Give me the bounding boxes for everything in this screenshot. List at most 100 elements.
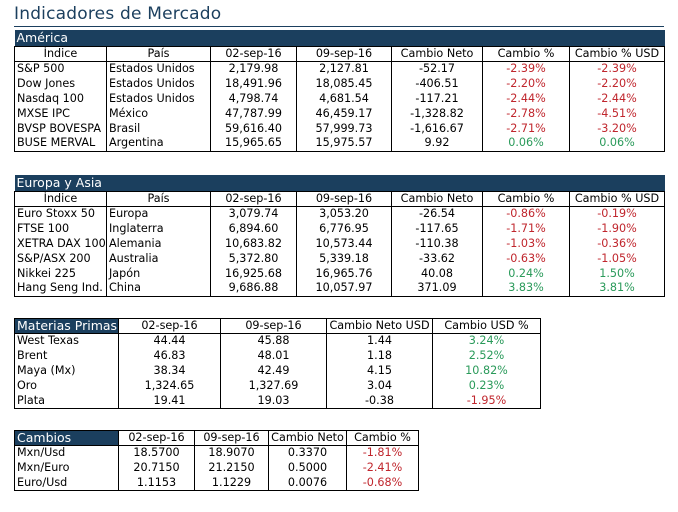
table-cell: Estados Unidos xyxy=(106,76,211,91)
table-cell: China xyxy=(106,281,211,297)
table-cell: 4.15 xyxy=(326,363,433,379)
table-cell: Japón xyxy=(106,266,211,281)
table-cell: XETRA DAX 100 xyxy=(14,236,107,251)
table-cell: Nasdaq 100 xyxy=(14,91,107,106)
title-divider xyxy=(14,26,664,27)
table-cell: MXSE IPC xyxy=(14,106,107,121)
table-cell: -1.81% xyxy=(346,445,419,461)
table-cell: 10.82% xyxy=(432,363,541,379)
table-cell: 4,681.54 xyxy=(296,91,392,106)
table-cell: 1.18 xyxy=(326,348,433,364)
table-cell: -1.95% xyxy=(432,393,541,409)
table-cell: Estados Unidos xyxy=(106,61,211,76)
table-cell: Estados Unidos xyxy=(106,91,211,106)
table-cell: BUSE MERVAL xyxy=(14,136,107,152)
table-cell: Mxn/Euro xyxy=(14,460,119,476)
table-row: Euro Stoxx 50 Europa 3,079.74 3,053.20 -26.5… xyxy=(14,206,665,221)
table-cell: 10,057.97 xyxy=(296,281,392,297)
table-cell: -2.41% xyxy=(346,460,419,476)
column-header: 09-sep-16 xyxy=(220,318,327,334)
table-cell: Euro Stoxx 50 xyxy=(14,206,107,221)
table-cell: S&P/ASX 200 xyxy=(14,251,107,266)
table-cell: 40.08 xyxy=(391,266,483,281)
table-cell: México xyxy=(106,106,211,121)
column-header: Cambio USD % xyxy=(432,318,541,334)
section-title: Cambios xyxy=(14,430,119,446)
column-header: Cambio % xyxy=(482,45,570,62)
section-title: América xyxy=(14,30,665,46)
column-header: 02-sep-16 xyxy=(210,190,297,207)
table-cell: 18.9070 xyxy=(194,445,269,461)
section-title: Europa y Asia xyxy=(14,175,665,191)
column-header: Cambio % USD xyxy=(569,190,665,207)
column-header: Cambio Neto xyxy=(391,45,483,62)
table-cell: S&P 500 xyxy=(14,61,107,76)
table-cell: 1,327.69 xyxy=(220,378,327,394)
table-cell: 20.7150 xyxy=(118,460,195,476)
table-cell: 0.0076 xyxy=(268,475,347,491)
column-header: 02-sep-16 xyxy=(118,430,195,446)
table-cell: -1,616.67 xyxy=(391,121,483,136)
table-cell: Euro/Usd xyxy=(14,475,119,491)
table-row: S&P 500 Estados Unidos 2,179.98 2,127.81 -52… xyxy=(14,61,665,76)
table-cell: 0.06% xyxy=(482,136,570,152)
column-header: Cambio Neto xyxy=(268,430,347,446)
table-cell: 18.5700 xyxy=(118,445,195,461)
table-cell: 3.81% xyxy=(569,281,665,297)
table-cell: 5,339.18 xyxy=(296,251,392,266)
table-cell: Inglaterra xyxy=(106,221,211,236)
table-cell: 19.41 xyxy=(118,393,221,409)
table-cell: 38.34 xyxy=(118,363,221,379)
table-cell: -3.20% xyxy=(569,121,665,136)
table-cell: BVSP BOVESPA xyxy=(14,121,107,136)
column-header: Índice xyxy=(14,190,107,207)
table-cell: Alemania xyxy=(106,236,211,251)
table-cell: -1.71% xyxy=(482,221,570,236)
america-table: América Índice País 02-sep-16 09-sep-16 … xyxy=(14,30,665,152)
section-title: Materias Primas xyxy=(14,318,119,334)
table-cell: -0.86% xyxy=(482,206,570,221)
table-row: Oro 1,324.65 1,327.69 3.04 0.23% xyxy=(14,378,541,394)
table-row: Maya (Mx) 38.34 42.49 4.15 10.82% xyxy=(14,363,541,379)
table-cell: -2.44% xyxy=(482,91,570,106)
table-cell: 45.88 xyxy=(220,333,327,349)
table-cell: 46,459.17 xyxy=(296,106,392,121)
table-cell: 16,925.68 xyxy=(210,266,297,281)
table-cell: Dow Jones xyxy=(14,76,107,91)
table-cell: 0.23% xyxy=(432,378,541,394)
column-header-row: Cambios 02-sep-16 09-sep-16 Cambio Neto … xyxy=(14,430,419,446)
column-header: Cambio Neto xyxy=(391,190,483,207)
table-row: Nasdaq 100 Estados Unidos 4,798.74 4,681.54… xyxy=(14,91,665,106)
column-header-row: Índice País 02-sep-16 09-sep-16 Cambio N… xyxy=(14,190,665,207)
column-header: Índice xyxy=(14,45,107,62)
table-row: Plata 19.41 19.03 -0.38 -1.95% xyxy=(14,393,541,409)
column-header: 02-sep-16 xyxy=(210,45,297,62)
table-cell: 9.92 xyxy=(391,136,483,152)
table-cell: 1.50% xyxy=(569,266,665,281)
table-cell: -110.38 xyxy=(391,236,483,251)
column-header: Cambio % xyxy=(482,190,570,207)
table-cell: 57,999.73 xyxy=(296,121,392,136)
table-cell: -4.51% xyxy=(569,106,665,121)
table-cell: -406.51 xyxy=(391,76,483,91)
table-cell: 3.83% xyxy=(482,281,570,297)
table-cell: 16,965.76 xyxy=(296,266,392,281)
table-cell: 47,787.99 xyxy=(210,106,297,121)
table-cell: 5,372.80 xyxy=(210,251,297,266)
table-cell: 1.1229 xyxy=(194,475,269,491)
table-row: West Texas 44.44 45.88 1.44 3.24% xyxy=(14,333,541,349)
table-cell: -2.39% xyxy=(482,61,570,76)
table-cell: -33.62 xyxy=(391,251,483,266)
table-cell: -1.90% xyxy=(569,221,665,236)
table-cell: 0.5000 xyxy=(268,460,347,476)
table-row: BUSE MERVAL Argentina 15,965.65 15,975.57 9.… xyxy=(14,136,665,152)
column-header: Cambio % USD xyxy=(569,45,665,62)
table-cell: -1.03% xyxy=(482,236,570,251)
table-cell: Maya (Mx) xyxy=(14,363,119,379)
table-cell: -2.20% xyxy=(569,76,665,91)
table-row: S&P/ASX 200 Australia 5,372.80 5,339.18 -33.… xyxy=(14,251,665,266)
column-header-row: Materias Primas 02-sep-16 09-sep-16 Camb… xyxy=(14,318,541,334)
table-cell: -0.68% xyxy=(346,475,419,491)
table-row: MXSE IPC México 47,787.99 46,459.17 -1,328.8… xyxy=(14,106,665,121)
table-cell: 59,616.40 xyxy=(210,121,297,136)
